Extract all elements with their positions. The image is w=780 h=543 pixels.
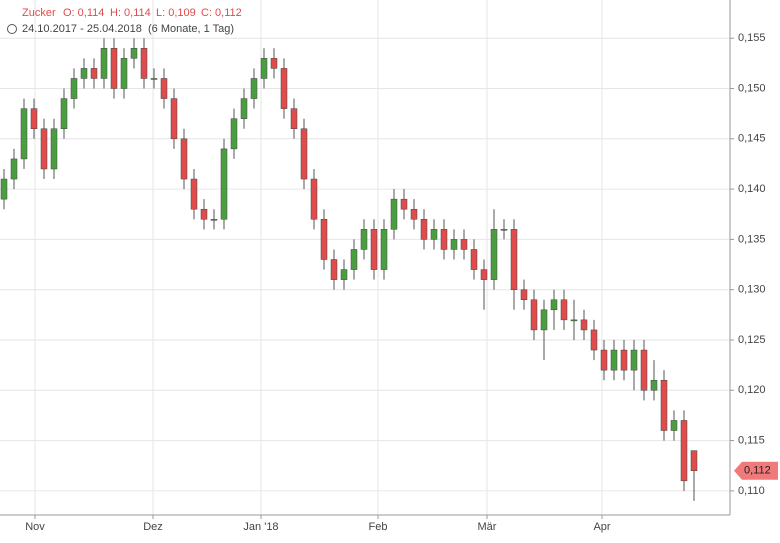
candle-body [20, 108, 28, 160]
low-label: L: 0,109 [156, 7, 196, 19]
candle-body [550, 299, 558, 311]
candle-body [110, 48, 118, 89]
candle-body [360, 229, 368, 250]
x-tick-label: Mär [478, 521, 497, 533]
x-tick-label: Apr [593, 521, 610, 533]
candle-body [430, 229, 438, 240]
candle-body [140, 48, 148, 79]
candle-body [450, 239, 458, 250]
candle-body [160, 78, 168, 99]
candle-body [510, 229, 518, 290]
candle-body [490, 229, 498, 280]
candle-body [620, 349, 628, 371]
candle-body [500, 229, 508, 231]
x-tick-label: Nov [25, 521, 45, 533]
candle-body [480, 269, 488, 280]
candle-body [40, 128, 48, 170]
candle-body [90, 68, 98, 79]
y-tick-label: 0,110 [738, 485, 765, 497]
candle-body [320, 219, 328, 260]
candle-body [120, 58, 128, 89]
candle-body [50, 128, 58, 170]
candle-body [350, 249, 358, 270]
last-price-badge [734, 461, 778, 480]
candle-body [400, 198, 408, 210]
candle-body [240, 98, 248, 119]
candle-body [590, 329, 598, 351]
period: (6 Monate, 1 Tag) [148, 23, 234, 35]
candle-body [100, 48, 108, 79]
candle-body [290, 108, 298, 129]
candle-body [470, 249, 478, 270]
candle-body [280, 68, 288, 109]
plot: 0,110 0,115 0,120 0,125 0,130 0,135 0,140 0,145… [0, 0, 778, 533]
candle-body [530, 299, 538, 331]
candle-body [170, 98, 178, 140]
x-tick-label: Jan '18 [243, 521, 278, 533]
candle-body [60, 98, 68, 129]
candle-body [540, 309, 548, 331]
candle-body [380, 229, 388, 270]
candle-body [390, 198, 398, 230]
candle-body [150, 78, 158, 80]
close-label: C: 0,112 [201, 7, 242, 19]
candle-body [560, 299, 568, 321]
candle-body [570, 319, 578, 322]
candle-body [310, 178, 318, 220]
candle-body [260, 58, 268, 79]
candle-body [130, 48, 138, 59]
candle-body [650, 379, 658, 391]
y-tick-label: 0,125 [738, 334, 766, 346]
date-range: 24.10.2017 - 25.04.2018 [22, 23, 142, 35]
candle-body [70, 78, 78, 99]
y-tick-label: 0,140 [738, 183, 766, 195]
open-label: O: 0,114 [63, 7, 104, 19]
y-tick-label: 0,130 [738, 284, 766, 296]
candle-body [370, 229, 378, 270]
candle-body [440, 229, 448, 250]
candle-body [10, 158, 18, 180]
candle-body [200, 208, 208, 220]
candle-body [520, 289, 528, 300]
candle-body [630, 349, 638, 371]
candle-body [690, 450, 698, 471]
candle-body [420, 219, 428, 240]
series-name: Zucker [22, 7, 56, 19]
y-tick-label: 0,120 [738, 384, 766, 396]
y-tick-label: 0,115 [738, 434, 765, 446]
candle-body [270, 58, 278, 69]
y-tick-label: 0,150 [738, 82, 766, 94]
clock-icon [7, 24, 17, 34]
candle-body [0, 178, 8, 200]
candle-body [30, 108, 38, 129]
candle-body [330, 259, 338, 280]
candle-body [680, 420, 688, 482]
candle-body [230, 118, 238, 150]
y-tick-label: 0,145 [738, 133, 766, 145]
candle-body [660, 379, 668, 431]
candle-body [410, 208, 418, 220]
candle-body [180, 138, 188, 180]
candle-body [610, 349, 618, 371]
last-price-label: 0,112 [744, 465, 771, 477]
y-tick-label: 0,135 [738, 233, 766, 245]
plot-area [0, 0, 730, 515]
candle-body [580, 319, 588, 331]
candle-body [670, 420, 678, 431]
candle-body [190, 178, 198, 210]
candle-body [340, 269, 348, 280]
candle-body [460, 239, 468, 250]
candle-body [250, 78, 258, 99]
candle-body [640, 349, 648, 391]
x-tick-label: Feb [369, 521, 388, 533]
y-tick-label: 0,155 [738, 32, 766, 44]
candle-body [300, 128, 308, 180]
candle-body [220, 148, 228, 220]
candle-body [600, 349, 608, 371]
candle-body [80, 68, 88, 79]
high-label: H: 0,114 [110, 7, 151, 19]
candle-body [210, 219, 218, 221]
x-tick-label: Dez [143, 521, 163, 533]
